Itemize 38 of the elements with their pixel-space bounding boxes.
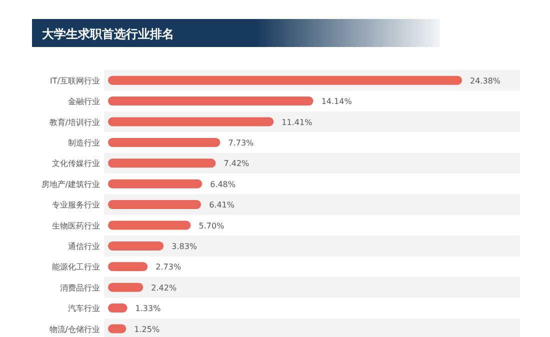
y-tick-label: 汽车行业 [68, 304, 100, 314]
bar [108, 179, 202, 188]
data-label: 7.73% [228, 138, 254, 148]
y-tick-label: 金融行业 [68, 97, 100, 106]
bar [108, 200, 202, 210]
y-tick-label: 通信行业 [68, 242, 100, 251]
data-label: 1.33% [135, 304, 162, 314]
data-label: 5.70% [198, 221, 225, 230]
bar [108, 304, 128, 313]
y-tick-label: 专业服务行业 [52, 200, 100, 210]
bar [108, 117, 274, 126]
data-label: 24.38% [470, 76, 501, 86]
bar [108, 96, 314, 106]
data-label: 1.25% [134, 324, 160, 334]
bar [108, 158, 216, 168]
y-tick-label: 能源化工行业 [52, 262, 100, 272]
data-label: 2.42% [151, 283, 177, 292]
data-label: 11.41% [282, 118, 313, 127]
y-tick-label: IT/互联网行业 [50, 76, 100, 86]
data-label: 14.14% [321, 97, 352, 106]
y-tick-label: 物流/仓储行业 [49, 324, 100, 334]
data-label: 6.48% [210, 180, 236, 189]
y-tick-label: 消费品行业 [60, 283, 100, 292]
data-label: 6.41% [209, 200, 235, 210]
y-tick-label: 教育/培训行业 [49, 118, 100, 127]
chart-title: 大学生求职首选行业排名 [42, 27, 174, 41]
y-tick-label: 生物医药行业 [52, 221, 100, 230]
y-tick-label: 房地产/建筑行业 [41, 180, 100, 189]
bar [108, 241, 164, 250]
bar [108, 138, 220, 147]
bar [108, 262, 148, 272]
bar [108, 282, 144, 292]
data-label: 7.42% [224, 159, 250, 168]
y-tick-label: 文化传媒行业 [52, 159, 100, 168]
bar [108, 220, 191, 230]
y-tick-label: 制造行业 [68, 138, 100, 148]
data-label: 2.73% [156, 262, 182, 272]
data-label: 3.83% [172, 242, 198, 251]
